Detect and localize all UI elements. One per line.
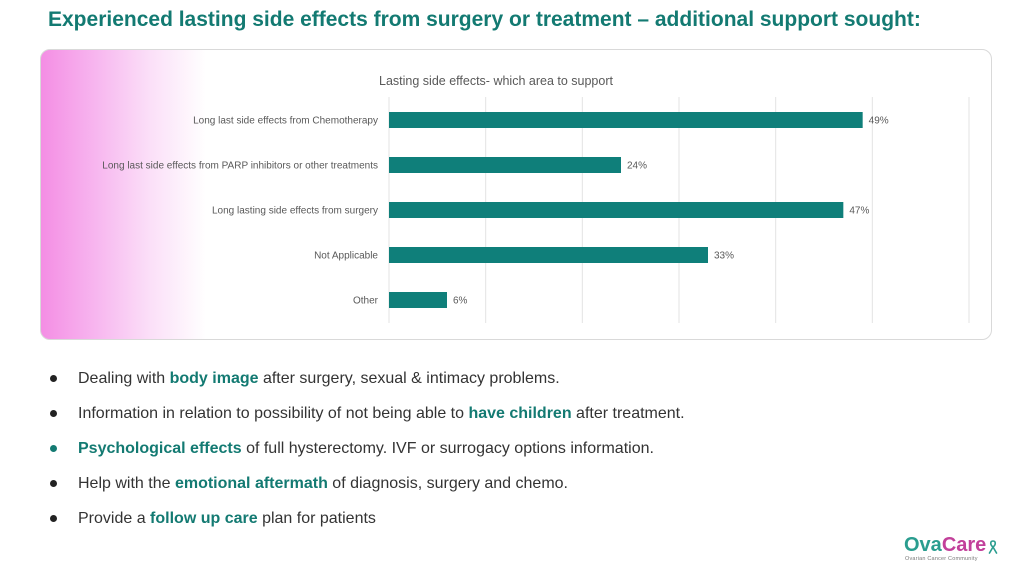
page-title: Experienced lasting side effects from su…: [48, 8, 921, 31]
bullet-highlight: have children: [468, 405, 572, 422]
bullet-dot-icon: [50, 375, 57, 382]
bullet-list: Dealing with body image after surgery, s…: [48, 362, 685, 537]
ribbon-icon: [988, 540, 998, 554]
data-label: 49%: [869, 116, 889, 127]
logo-tagline: Ovarian Cancer Community: [905, 556, 978, 562]
ovacare-logo: OvaCare Ovarian Cancer Community: [904, 534, 1000, 564]
bullet-highlight: body image: [169, 370, 259, 387]
bullet-text: of diagnosis, surgery and chemo.: [327, 475, 568, 492]
category-label: Other: [353, 296, 379, 307]
bullet-text: Provide a: [78, 510, 151, 527]
bar: [389, 112, 863, 128]
bullet-dot-icon: [50, 410, 57, 417]
bullet-highlight: emotional aftermath: [174, 475, 328, 492]
bullet-item-5: Provide a follow up care plan for patien…: [48, 502, 685, 537]
bullet-text: plan for patients: [257, 510, 376, 527]
data-label: 24%: [627, 161, 647, 172]
category-label: Not Applicable: [314, 251, 378, 262]
bullet-highlight: follow up care: [150, 510, 258, 527]
bullet-dot-icon: [50, 480, 57, 487]
bullet-text: after surgery, sexual & intimacy problem…: [258, 370, 560, 387]
logo-care-text: Care: [941, 534, 987, 556]
bar: [389, 247, 708, 263]
logo-wordmark: OvaCare: [904, 534, 986, 556]
data-label: 47%: [849, 206, 869, 217]
bullet-text: of full hysterectomy. IVF or surrogacy o…: [241, 440, 654, 457]
data-label: 6%: [453, 296, 468, 307]
bullet-highlight: Psychological effects: [78, 440, 242, 457]
logo-ova-text: Ova: [904, 534, 942, 556]
category-label: Long last side effects from Chemotherapy: [193, 116, 378, 127]
bar: [389, 202, 844, 218]
category-label: Long lasting side effects from surgery: [212, 206, 378, 217]
bullet-item-4: Help with the emotional aftermath of dia…: [48, 467, 685, 502]
bullet-text: Dealing with: [78, 370, 170, 387]
bullet-item-2: Information in relation to possibility o…: [48, 397, 685, 432]
bullet-item-1: Dealing with body image after surgery, s…: [48, 362, 685, 397]
bullet-text: Help with the: [78, 475, 175, 492]
bullet-item-3: Psychological effects of full hysterecto…: [48, 432, 685, 467]
category-label: Long last side effects from PARP inhibit…: [102, 161, 378, 172]
bullet-dot-icon: [50, 445, 57, 452]
bar: [389, 292, 447, 308]
bar-chart: Lasting side effects- which area to supp…: [102, 74, 970, 323]
bullet-dot-icon: [50, 515, 57, 522]
bullet-text: Information in relation to possibility o…: [78, 405, 469, 422]
chart-card: Lasting side effects- which area to supp…: [40, 49, 992, 340]
chart-title: Lasting side effects- which area to supp…: [379, 74, 613, 88]
bar: [389, 157, 621, 173]
data-label: 33%: [714, 251, 734, 262]
bullet-text: after treatment.: [571, 405, 685, 422]
